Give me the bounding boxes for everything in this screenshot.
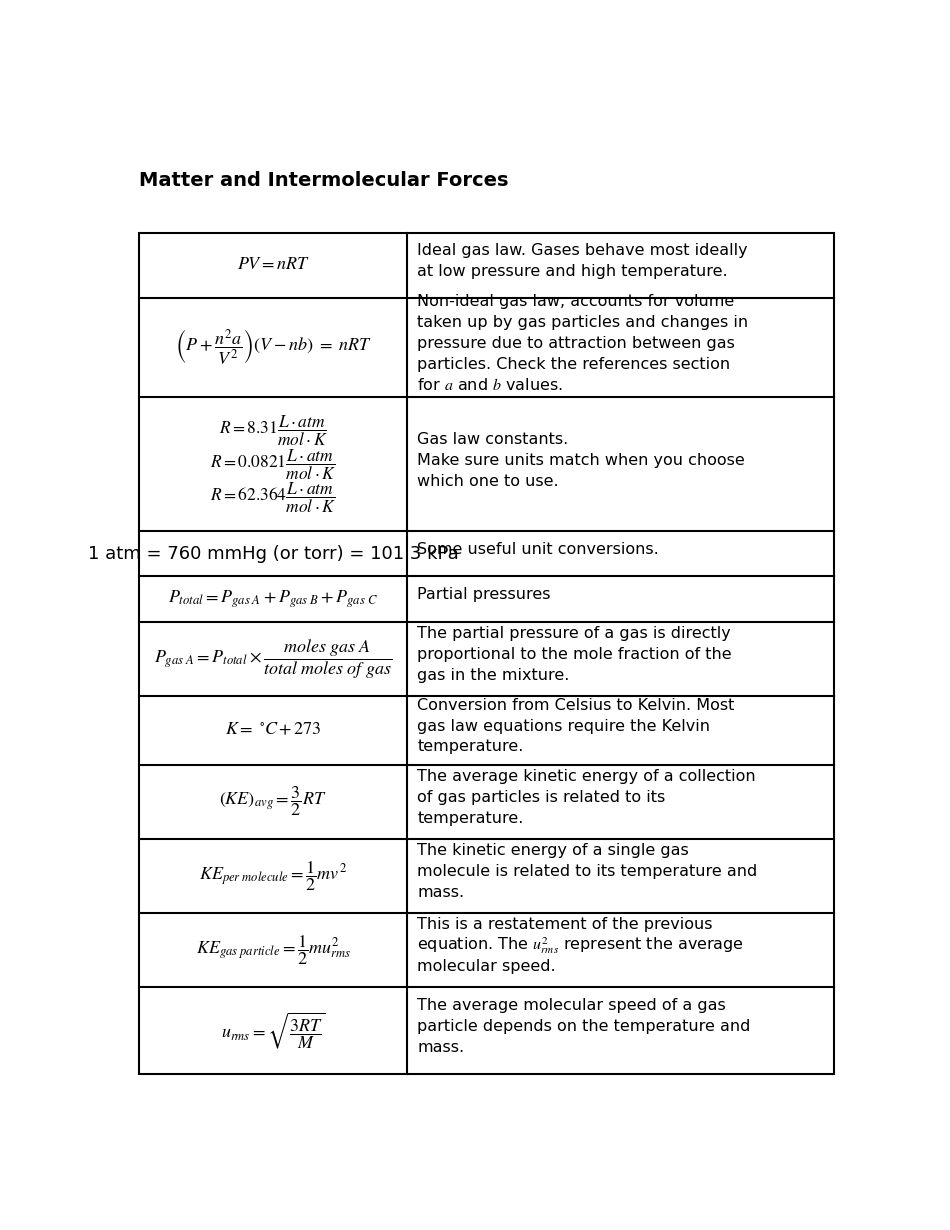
Text: The average kinetic energy of a collection: The average kinetic energy of a collecti… (417, 769, 756, 785)
Text: mass.: mass. (417, 884, 465, 900)
Text: $P_{total} = P_{gas\ A} + P_{gas\ B} + P_{gas\ C}$: $P_{total} = P_{gas\ A} + P_{gas\ B} + P… (168, 588, 378, 610)
Text: Ideal gas law. Gases behave most ideally: Ideal gas law. Gases behave most ideally (417, 244, 748, 258)
Text: $KE_{gas\ particle} = \dfrac{1}{2}mu_{rms}^2$: $KE_{gas\ particle} = \dfrac{1}{2}mu_{rm… (196, 934, 351, 967)
Text: Non-ideal gas law, accounts for volume: Non-ideal gas law, accounts for volume (417, 294, 734, 310)
Text: which one to use.: which one to use. (417, 474, 559, 488)
Text: The kinetic energy of a single gas: The kinetic energy of a single gas (417, 844, 689, 859)
Text: $R = 8.31\dfrac{L \cdot atm}{mol \cdot K}$: $R = 8.31\dfrac{L \cdot atm}{mol \cdot K… (218, 413, 328, 448)
Text: $P_{gas\ A} = P_{total} \times \dfrac{\mathit{moles\ gas\ A}}{\mathit{total\ mol: $P_{gas\ A} = P_{total} \times \dfrac{\m… (154, 637, 392, 680)
Text: temperature.: temperature. (417, 811, 523, 825)
Text: The average molecular speed of a gas: The average molecular speed of a gas (417, 998, 726, 1014)
Text: gas law equations require the Kelvin: gas law equations require the Kelvin (417, 718, 711, 733)
Text: gas in the mixture.: gas in the mixture. (417, 668, 570, 683)
Text: The partial pressure of a gas is directly: The partial pressure of a gas is directl… (417, 626, 731, 641)
Text: particle depends on the temperature and: particle depends on the temperature and (417, 1018, 750, 1033)
Text: Matter and Intermolecular Forces: Matter and Intermolecular Forces (140, 171, 509, 191)
Text: $(KE)_{avg} = \dfrac{3}{2}RT$: $(KE)_{avg} = \dfrac{3}{2}RT$ (219, 785, 327, 818)
Text: particles. Check the references section: particles. Check the references section (417, 357, 731, 371)
Text: 1 atm = 760 mmHg (or torr) = 101.3 kPa: 1 atm = 760 mmHg (or torr) = 101.3 kPa (87, 545, 459, 563)
Text: $R = 0.0821\dfrac{L \cdot atm}{mol \cdot K}$: $R = 0.0821\dfrac{L \cdot atm}{mol \cdot… (210, 448, 336, 482)
Text: proportional to the mole fraction of the: proportional to the mole fraction of the (417, 647, 732, 662)
Text: equation. The $u_{rms}^2$ represent the average: equation. The $u_{rms}^2$ represent the … (417, 935, 744, 956)
Text: $R = 62.364\dfrac{L \cdot atm}{mol \cdot K}$: $R = 62.364\dfrac{L \cdot atm}{mol \cdot… (210, 481, 336, 515)
Text: $K =\ ^{\circ}C + 273$: $K =\ ^{\circ}C + 273$ (225, 722, 321, 738)
Text: mass.: mass. (417, 1039, 465, 1054)
Text: molecule is related to its temperature and: molecule is related to its temperature a… (417, 865, 757, 879)
Text: $\left(P + \dfrac{n^2a}{V^2}\right)(V - nb)\ =\ nRT$: $\left(P + \dfrac{n^2a}{V^2}\right)(V - … (175, 327, 371, 368)
Text: at low pressure and high temperature.: at low pressure and high temperature. (417, 264, 728, 279)
Text: Conversion from Celsius to Kelvin. Most: Conversion from Celsius to Kelvin. Most (417, 697, 734, 712)
Text: Partial pressures: Partial pressures (417, 588, 551, 603)
Text: temperature.: temperature. (417, 739, 523, 754)
Text: $KE_{per\ molecule} = \dfrac{1}{2}mv^2$: $KE_{per\ molecule} = \dfrac{1}{2}mv^2$ (200, 859, 347, 893)
Text: Make sure units match when you choose: Make sure units match when you choose (417, 453, 745, 467)
Text: $PV = nRT$: $PV = nRT$ (237, 257, 310, 273)
Text: pressure due to attraction between gas: pressure due to attraction between gas (417, 336, 735, 351)
Text: Gas law constants.: Gas law constants. (417, 432, 568, 446)
Text: of gas particles is related to its: of gas particles is related to its (417, 790, 666, 804)
Text: Some useful unit conversions.: Some useful unit conversions. (417, 542, 659, 557)
Text: This is a restatement of the previous: This is a restatement of the previous (417, 918, 712, 932)
Text: taken up by gas particles and changes in: taken up by gas particles and changes in (417, 315, 749, 330)
Text: molecular speed.: molecular speed. (417, 959, 556, 974)
Bar (140, 232, 834, 1074)
Text: $u_{rms} = \sqrt{\dfrac{3RT}{M}}$: $u_{rms} = \sqrt{\dfrac{3RT}{M}}$ (220, 1010, 326, 1050)
Text: for $a$ and $b$ values.: for $a$ and $b$ values. (417, 378, 563, 394)
